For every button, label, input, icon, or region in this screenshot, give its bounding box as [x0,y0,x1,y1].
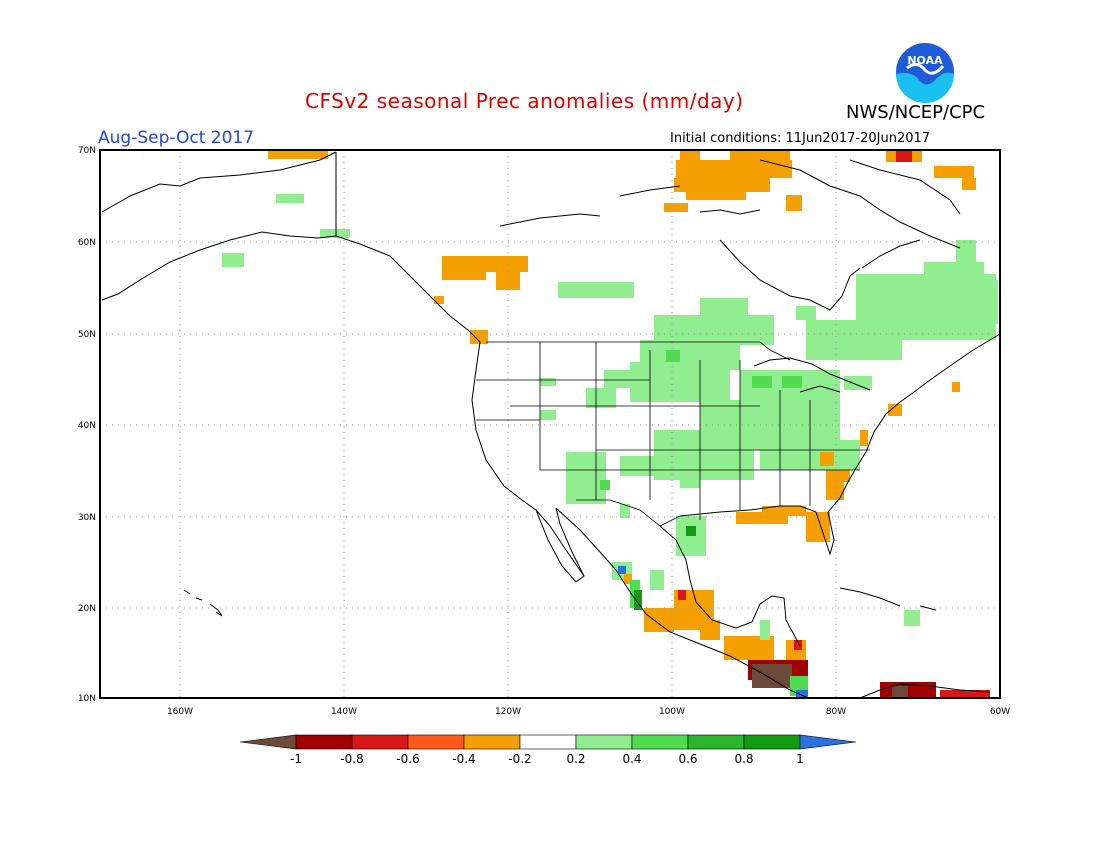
lon-label-160w: 160W [167,707,193,717]
lat-label-30n: 30N [78,513,96,523]
colorbar-label: -0.6 [396,752,419,766]
lat-label-20n: 20N [78,604,96,614]
colorbar: -1 -0.8 -0.6 -0.4 -0.2 0.2 0.4 0.6 0.8 1 [239,734,857,766]
anomaly-patches [222,150,998,698]
colorbar-label: 0.8 [734,752,753,766]
coastlines [101,151,1001,699]
lon-label-60w: 60W [990,707,1010,717]
political-borders [476,341,870,527]
colorbar-box [575,734,633,750]
colorbar-label: -0.8 [340,752,363,766]
colorbar-box [631,734,689,750]
colorbar-label: 0.2 [566,752,585,766]
lon-label-140w: 140W [331,707,357,717]
colorbar-label: -1 [290,752,302,766]
colorbar-label: -0.4 [452,752,475,766]
colorbar-box [687,734,745,750]
noaa-logo-icon: NOAA [894,41,956,103]
colorbar-box [743,734,801,750]
chart-title: CFSv2 seasonal Prec anomalies (mm/day) [305,89,744,113]
colorbar-box [519,734,577,750]
colorbar-box [407,734,465,750]
colorbar-label: 0.6 [678,752,697,766]
colorbar-box [351,734,409,750]
lat-label-50n: 50N [78,330,96,340]
colorbar-arrow-right [799,734,857,750]
lat-label-60n: 60N [78,238,96,248]
grid-lines [100,150,1000,698]
lat-label-40n: 40N [78,421,96,431]
season-label: Aug-Sep-Oct 2017 [98,128,255,148]
map-canvas: 70N 60N 50N 40N 30N 20N 10N 160W 140W 12… [78,146,1010,717]
initial-conditions-label: Initial conditions: 11Jun2017-20Jun2017 [670,131,931,146]
logo-text: NOAA [907,54,943,67]
colorbar-arrow-left [239,734,297,750]
lon-label-120w: 120W [495,707,521,717]
lat-label-10n: 10N [78,694,96,704]
lon-label-100w: 100W [659,707,685,717]
colorbar-label: -0.2 [508,752,531,766]
lon-label-80w: 80W [826,707,846,717]
colorbar-label: 1 [796,752,804,766]
colorbar-box [463,734,521,750]
lat-label-70n: 70N [78,146,96,156]
map-frame [99,149,1001,699]
colorbar-label: 0.4 [622,752,641,766]
colorbar-box [295,734,353,750]
agency-label: NWS/NCEP/CPC [846,102,986,123]
